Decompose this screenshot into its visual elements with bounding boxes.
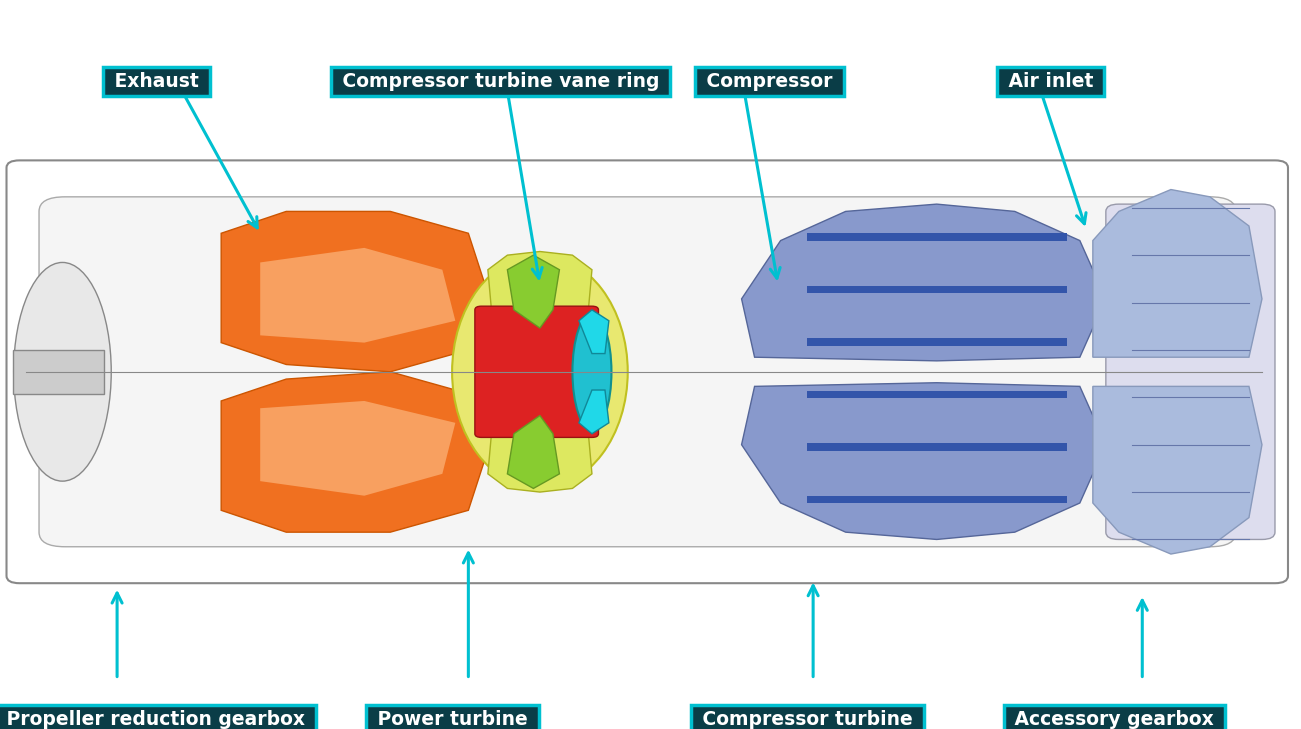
Polygon shape — [221, 211, 494, 372]
Polygon shape — [221, 372, 494, 532]
Ellipse shape — [13, 262, 112, 481]
FancyBboxPatch shape — [475, 306, 598, 437]
Polygon shape — [579, 390, 609, 434]
Polygon shape — [260, 401, 455, 496]
Polygon shape — [488, 252, 592, 361]
Polygon shape — [579, 310, 609, 354]
Text: Accessory gearbox: Accessory gearbox — [1008, 710, 1220, 729]
Bar — [807, 286, 1067, 293]
Text: Propeller reduction gearbox: Propeller reduction gearbox — [0, 710, 311, 729]
Bar — [807, 443, 1067, 451]
Bar — [807, 391, 1067, 398]
Bar — [13, 350, 104, 394]
Polygon shape — [742, 383, 1106, 539]
Polygon shape — [507, 255, 559, 328]
Text: Power turbine: Power turbine — [371, 710, 533, 729]
Bar — [0, 51, 1301, 678]
Ellipse shape — [453, 255, 628, 488]
Ellipse shape — [490, 306, 588, 437]
Bar — [807, 496, 1067, 503]
Text: Exhaust: Exhaust — [108, 72, 206, 91]
Polygon shape — [742, 204, 1106, 361]
Bar — [807, 338, 1067, 346]
Text: Compressor turbine: Compressor turbine — [696, 710, 920, 729]
Bar — [807, 233, 1067, 241]
Polygon shape — [260, 248, 455, 343]
Text: Compressor turbine vane ring: Compressor turbine vane ring — [336, 72, 666, 91]
Text: Air inlet: Air inlet — [1002, 72, 1099, 91]
Text: Compressor: Compressor — [700, 72, 839, 91]
FancyBboxPatch shape — [39, 197, 1236, 547]
FancyBboxPatch shape — [1106, 204, 1275, 539]
Ellipse shape — [572, 313, 611, 430]
Polygon shape — [488, 383, 592, 492]
Polygon shape — [507, 416, 559, 488]
Polygon shape — [1093, 190, 1262, 357]
Polygon shape — [1093, 386, 1262, 554]
